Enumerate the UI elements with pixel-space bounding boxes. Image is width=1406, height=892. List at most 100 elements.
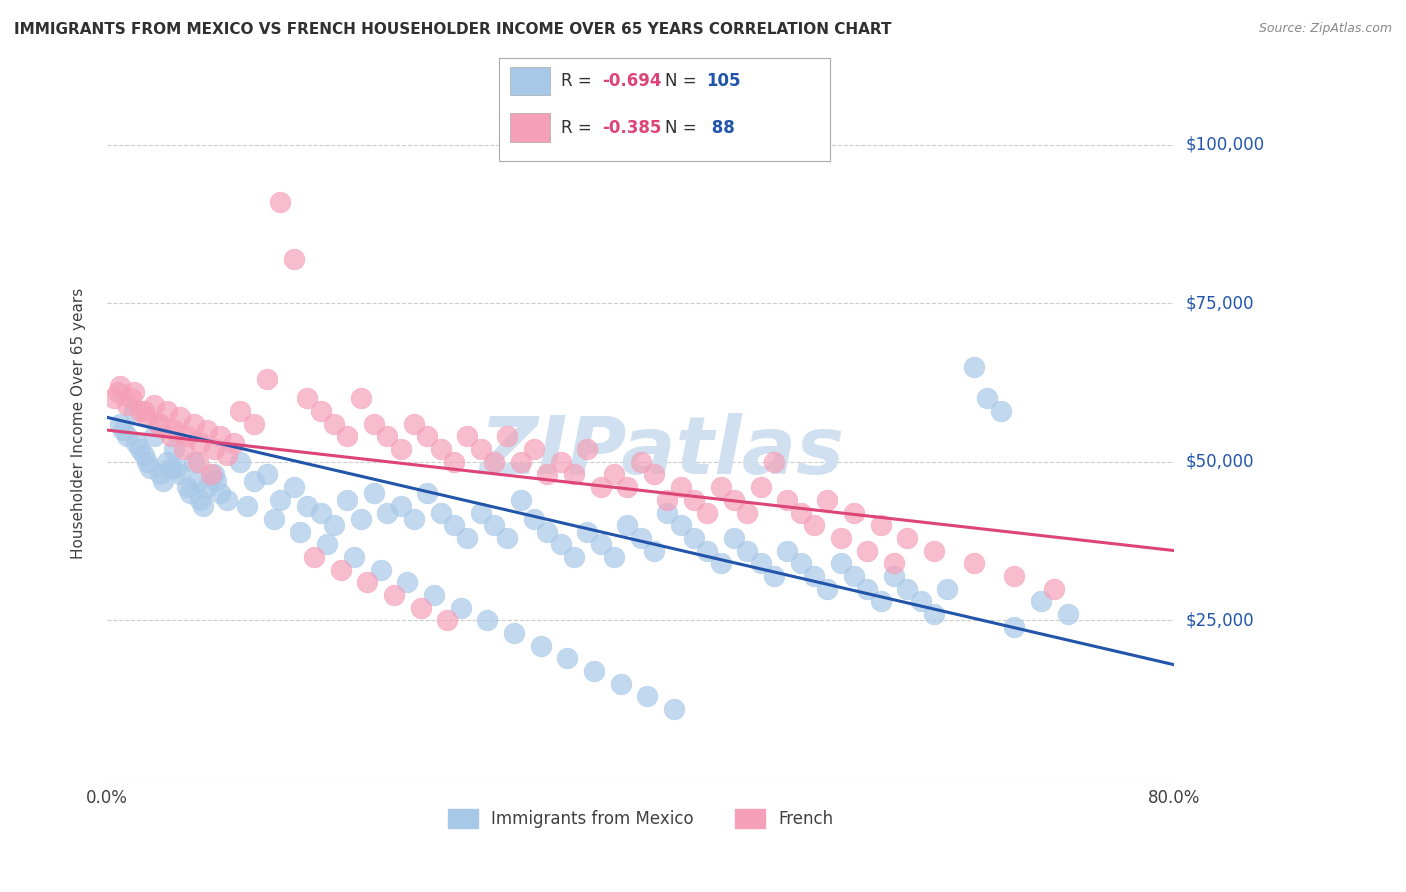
Point [749, 480, 772, 494]
Text: IMMIGRANTS FROM MEXICO VS FRENCH HOUSEHOLDER INCOME OVER 65 YEARS CORRELATION CH: IMMIGRANTS FROM MEXICO VS FRENCH HOUSEHO… [14, 22, 891, 37]
Point [160, 461, 183, 475]
Point [1029, 594, 1052, 608]
Point [482, 518, 505, 533]
Point [1002, 569, 1025, 583]
Point [389, 499, 412, 513]
Point [630, 531, 652, 545]
Point [616, 480, 638, 494]
Point [609, 677, 631, 691]
Point [195, 480, 218, 494]
Point [576, 442, 599, 456]
Point [869, 518, 891, 533]
Point [803, 518, 825, 533]
Point [202, 442, 225, 456]
Point [710, 556, 733, 570]
Point [375, 506, 398, 520]
Point [749, 556, 772, 570]
Point [1043, 582, 1066, 596]
Point [496, 429, 519, 443]
Text: 105: 105 [706, 72, 741, 90]
Point [173, 442, 195, 456]
Point [122, 384, 145, 399]
Text: 88: 88 [706, 119, 734, 136]
Point [209, 486, 232, 500]
Point [842, 506, 865, 520]
Point [883, 569, 905, 583]
Point [290, 524, 312, 539]
Point [356, 575, 378, 590]
Text: N =: N = [665, 119, 702, 136]
Point [146, 417, 169, 431]
Point [120, 392, 142, 406]
Point [550, 537, 572, 551]
Point [269, 492, 291, 507]
Point [963, 556, 986, 570]
Point [643, 467, 665, 482]
Point [603, 467, 626, 482]
Point [443, 518, 465, 533]
Point [509, 455, 531, 469]
Point [295, 392, 318, 406]
Point [295, 499, 318, 513]
Point [142, 398, 165, 412]
Point [896, 582, 918, 596]
Point [283, 252, 305, 266]
Point [509, 492, 531, 507]
Point [830, 556, 852, 570]
Point [737, 506, 759, 520]
Point [110, 378, 132, 392]
Point [523, 442, 546, 456]
Point [107, 384, 129, 399]
Point [562, 467, 585, 482]
Point [382, 588, 405, 602]
Point [256, 467, 278, 482]
Point [302, 549, 325, 564]
Point [683, 492, 706, 507]
Point [129, 442, 152, 456]
Point [136, 455, 159, 469]
Point [202, 467, 225, 482]
Text: Source: ZipAtlas.com: Source: ZipAtlas.com [1258, 22, 1392, 36]
Point [269, 194, 291, 209]
Point [436, 613, 458, 627]
Point [112, 423, 135, 437]
Point [205, 474, 228, 488]
Point [529, 639, 551, 653]
Point [217, 449, 239, 463]
Point [429, 442, 451, 456]
Point [443, 455, 465, 469]
Point [183, 455, 205, 469]
Point [562, 549, 585, 564]
Point [163, 423, 186, 437]
Point [470, 442, 492, 456]
Point [423, 588, 446, 602]
Point [134, 449, 156, 463]
Point [222, 435, 245, 450]
Point [190, 492, 212, 507]
Point [336, 492, 359, 507]
Point [209, 429, 232, 443]
Text: $50,000: $50,000 [1185, 453, 1254, 471]
Point [125, 435, 148, 450]
Legend: Immigrants from Mexico, French: Immigrants from Mexico, French [441, 802, 841, 835]
Point [922, 543, 945, 558]
Point [669, 518, 692, 533]
Text: -0.385: -0.385 [602, 119, 661, 136]
Point [363, 486, 385, 500]
Point [589, 480, 612, 494]
Point [963, 359, 986, 374]
Point [830, 531, 852, 545]
Point [429, 506, 451, 520]
Text: R =: R = [561, 119, 598, 136]
Point [329, 563, 352, 577]
Point [110, 417, 132, 431]
Point [523, 512, 546, 526]
Point [187, 455, 209, 469]
Point [139, 461, 162, 475]
Point [176, 429, 198, 443]
Point [396, 575, 419, 590]
Point [815, 492, 838, 507]
Point [229, 455, 252, 469]
Point [856, 582, 879, 596]
Point [1002, 620, 1025, 634]
